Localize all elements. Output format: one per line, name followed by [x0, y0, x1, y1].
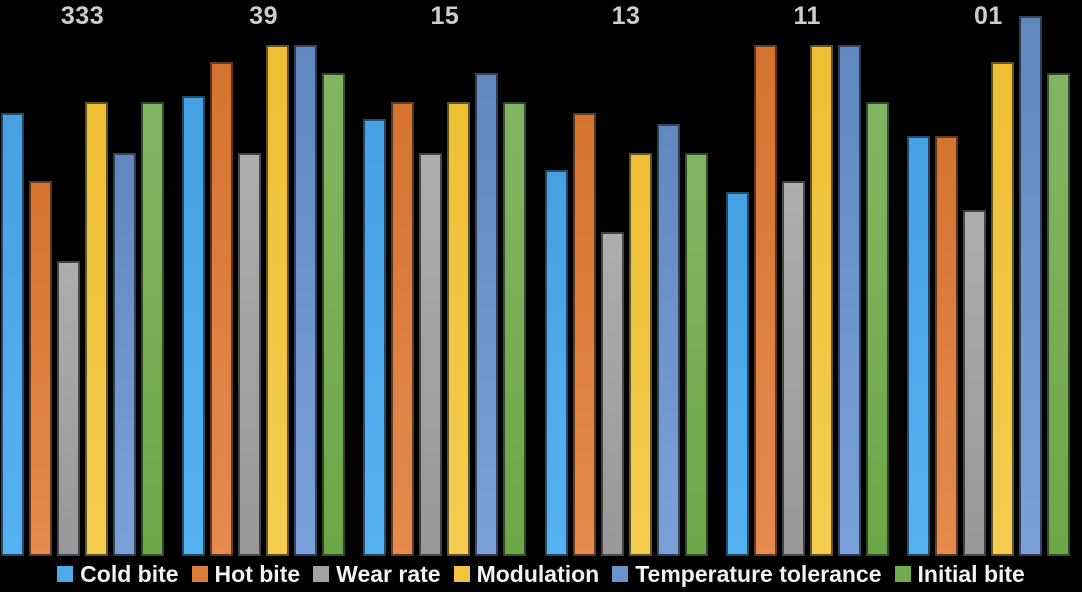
legend-swatch-icon — [453, 566, 470, 582]
plot-area: 333 39 15 13 11 01 — [1, 0, 1070, 556]
bar-wear-rate — [57, 261, 80, 556]
bar-modulation — [809, 45, 833, 556]
bar-wear-rate — [600, 232, 624, 556]
bar-initial-bite — [322, 73, 346, 556]
bar-wear-rate — [962, 210, 986, 556]
legend-label: Modulation — [476, 560, 600, 587]
legend-item-wear-rate: Wear rate — [313, 560, 441, 588]
legend: Cold bite Hot bite Wear rate Modulation Temp… — [0, 556, 1082, 592]
bar-group-39: 39 — [182, 0, 346, 556]
bar-initial-bite — [865, 102, 889, 556]
group-label: 11 — [793, 2, 821, 30]
group-label: 01 — [974, 2, 1003, 30]
bar-temperature-tolerance — [1018, 16, 1042, 556]
bar-group-15: 15 — [363, 0, 527, 556]
bar-hot-bite — [934, 136, 958, 556]
legend-item-modulation: Modulation — [453, 560, 600, 588]
legend-label: Temperature tolerance — [635, 560, 882, 587]
bar-group-11: 11 — [725, 0, 889, 556]
legend-label: Hot bite — [214, 560, 301, 587]
legend-swatch-icon — [57, 566, 74, 582]
bar-initial-bite — [684, 153, 708, 556]
legend-swatch-icon — [894, 566, 911, 582]
legend-label: Initial bite — [917, 560, 1025, 587]
group-label: 13 — [611, 2, 641, 30]
bar-group-13: 13 — [544, 0, 708, 556]
legend-swatch-icon — [612, 566, 629, 582]
bar-cold-bite — [544, 170, 568, 556]
bar-hot-bite — [753, 45, 777, 556]
bar-modulation — [990, 62, 1014, 556]
legend-label: Wear rate — [336, 560, 441, 587]
bar-temperature-tolerance — [656, 124, 680, 556]
legend-item-initial-bite: Initial bite — [894, 560, 1025, 588]
bar-cold-bite — [363, 119, 387, 556]
bar-hot-bite — [572, 113, 596, 556]
bar-hot-bite — [391, 102, 415, 556]
group-label: 333 — [60, 2, 105, 30]
bar-hot-bite — [210, 62, 234, 556]
bar-wear-rate — [781, 181, 805, 556]
bar-temperature-tolerance — [475, 73, 499, 556]
bar-modulation — [85, 102, 108, 556]
bar-temperature-tolerance — [294, 45, 318, 556]
bar-cold-bite — [725, 192, 749, 556]
bar-cold-bite — [1, 113, 24, 556]
legend-label: Cold bite — [80, 560, 179, 587]
legend-item-cold-bite: Cold bite — [57, 560, 179, 588]
bar-wear-rate — [238, 153, 262, 556]
bar-temperature-tolerance — [113, 153, 136, 556]
bar-modulation — [447, 102, 471, 556]
legend-swatch-icon — [313, 566, 330, 582]
bar-group-333: 333 — [1, 0, 164, 556]
bar-temperature-tolerance — [837, 45, 861, 556]
bar-initial-bite — [141, 102, 164, 556]
bar-cold-bite — [182, 96, 206, 556]
legend-swatch-icon — [191, 566, 208, 582]
group-label: 39 — [249, 2, 279, 30]
legend-item-temperature-tolerance: Temperature tolerance — [612, 560, 882, 588]
bar-group-01: 01 — [906, 0, 1070, 556]
group-label: 15 — [430, 2, 460, 30]
legend-item-hot-bite: Hot bite — [191, 560, 301, 588]
bar-hot-bite — [29, 181, 52, 556]
bar-modulation — [266, 45, 290, 556]
bar-modulation — [628, 153, 652, 556]
bar-initial-bite — [503, 102, 527, 556]
bar-initial-bite — [1046, 73, 1070, 556]
bar-cold-bite — [906, 136, 930, 556]
bar-wear-rate — [419, 153, 443, 556]
